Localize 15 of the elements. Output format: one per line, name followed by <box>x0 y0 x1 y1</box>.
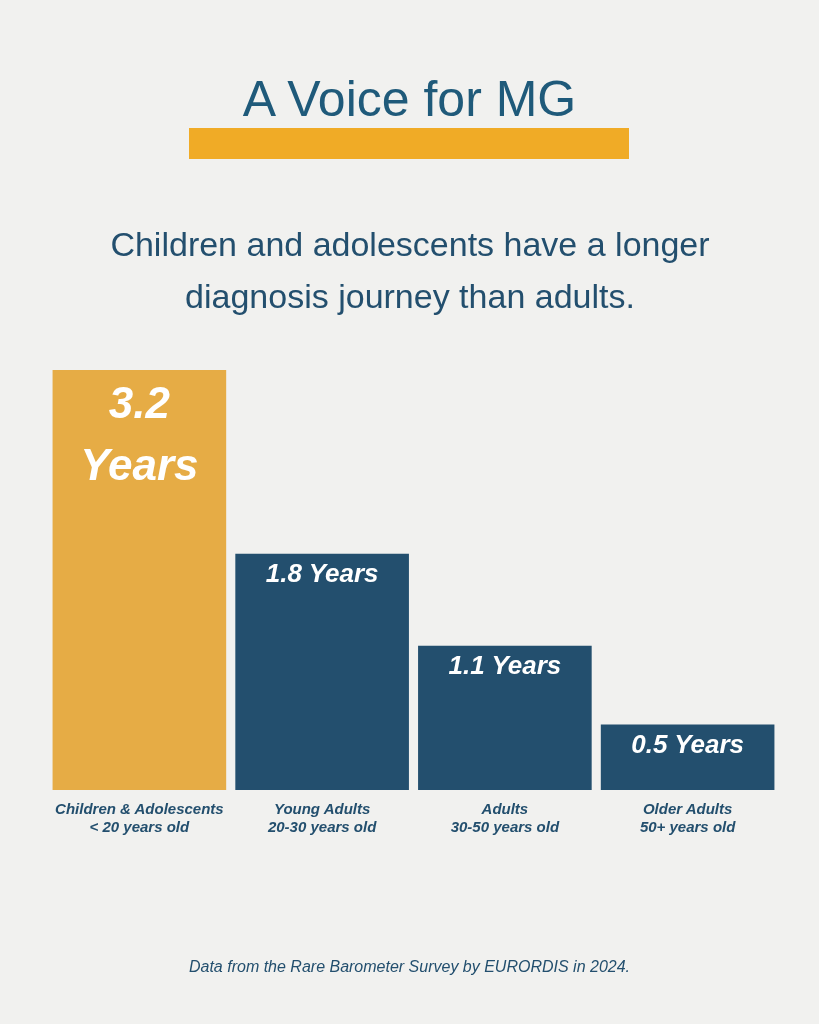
bar <box>235 553 409 790</box>
x-tick-label: Children & Adolescents < 20 years old <box>55 800 224 836</box>
chart-title: A Voice for MG <box>241 70 578 128</box>
bar <box>418 645 592 790</box>
data-label: 0.5 Years <box>631 728 745 759</box>
text: Data from the Rare Barometer Survey by EURORDIS in 2024. <box>187 958 632 976</box>
data-label: 3.2 Years <box>80 378 199 490</box>
data-label: 1.8 Years <box>265 557 379 588</box>
chart-subtitle: Children and adolescents have a longer diagnosis journey than adults. <box>109 224 711 317</box>
bar <box>600 724 775 790</box>
x-tick-label: Young Adults 20-30 years old <box>266 800 378 836</box>
x-tick-label: Older Adults 50+ years old <box>639 800 737 836</box>
data-label: 1.1 Years <box>448 649 562 680</box>
x-tick-label: Adults 30-50 years old <box>450 800 560 836</box>
bar <box>52 370 227 790</box>
